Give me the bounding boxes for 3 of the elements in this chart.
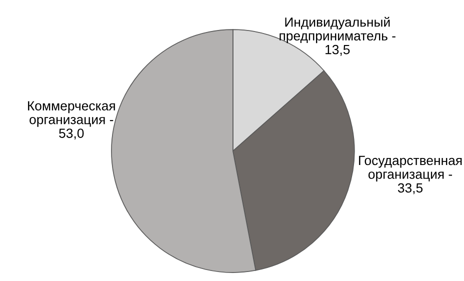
slice-label: Индивидуальный предприниматель - 13,5	[280, 16, 396, 56]
slice-label: Коммерческая организация - 53,0	[28, 101, 115, 140]
slice-label: Государственная организация - 33,5	[359, 156, 462, 194]
